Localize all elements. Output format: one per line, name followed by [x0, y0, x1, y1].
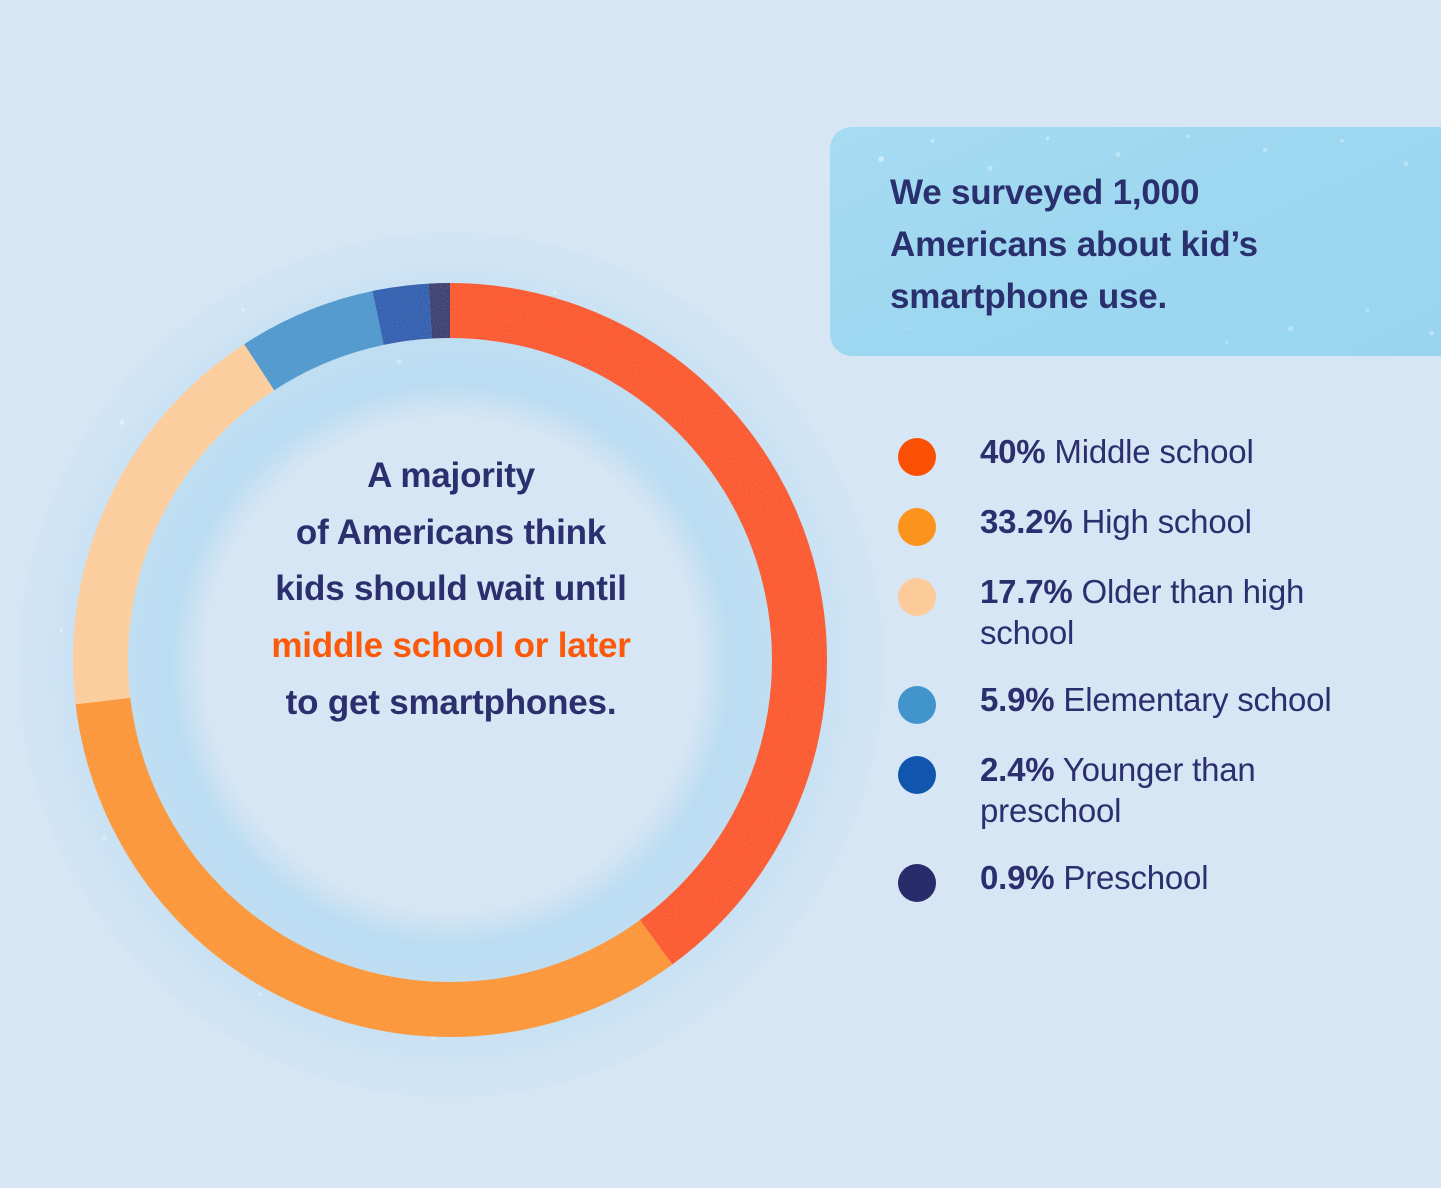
legend-swatch-icon	[898, 438, 936, 476]
legend-percent: 2.4%	[980, 750, 1055, 788]
banner-line-3: smartphone use.	[890, 276, 1168, 316]
legend-item: 5.9% Elementary school	[898, 680, 1418, 724]
center-highlight: middle school or later	[271, 626, 631, 666]
legend-label: 33.2% High school	[980, 502, 1252, 543]
legend-category: Middle school	[1045, 433, 1254, 470]
legend-item: 33.2% High school	[898, 502, 1418, 546]
legend-percent: 40%	[980, 433, 1046, 470]
donut-segment	[73, 344, 275, 705]
legend-swatch-icon	[898, 755, 936, 794]
legend-category: Older than high school	[980, 573, 1305, 651]
chart-legend: 40% Middle school 33.2% High school 17.7% …	[898, 432, 1418, 928]
legend-category: Elementary school	[1054, 680, 1332, 718]
center-line-3: kids should wait until	[275, 569, 627, 609]
donut-center-text: A majority of Americans think kids shoul…	[206, 448, 696, 731]
donut-segment	[75, 697, 673, 1037]
legend-swatch-icon	[898, 863, 936, 902]
donut-segment	[450, 283, 827, 965]
legend-item: 17.7% Older than high school	[898, 572, 1418, 654]
banner-text: We surveyed 1,000 Americans about kid’s …	[890, 167, 1430, 322]
legend-percent: 17.7%	[980, 573, 1073, 610]
legend-item: 40% Middle school	[898, 432, 1418, 476]
legend-swatch-icon	[898, 685, 936, 724]
legend-swatch-icon	[898, 508, 936, 546]
legend-percent: 5.9%	[980, 680, 1055, 718]
donut-chart: A majority of Americans think kids shoul…	[73, 283, 827, 1037]
donut-segment	[372, 283, 432, 345]
legend-swatch-icon	[898, 578, 936, 616]
legend-label: 40% Middle school	[980, 432, 1254, 473]
center-line-1: A majority	[367, 456, 535, 495]
legend-percent: 0.9%	[980, 858, 1055, 896]
legend-item: 2.4% Younger than preschool	[898, 750, 1418, 832]
legend-percent: 33.2%	[980, 503, 1073, 540]
legend-label: 17.7% Older than high school	[980, 572, 1380, 654]
legend-label: 0.9% Preschool	[980, 858, 1209, 899]
center-line-2: of Americans think	[295, 512, 607, 552]
banner-line-2: Americans about kid’s	[890, 224, 1258, 264]
legend-category: Preschool	[1054, 858, 1209, 896]
banner-line-1: We surveyed 1,000	[890, 173, 1200, 212]
donut-segment	[244, 291, 384, 391]
legend-category: High school	[1072, 503, 1252, 540]
legend-category: Younger than preschool	[980, 750, 1256, 829]
center-line-5: to get smartphones.	[285, 682, 617, 722]
donut-segment	[428, 283, 450, 339]
legend-label: 5.9% Elementary school	[980, 680, 1332, 721]
legend-label: 2.4% Younger than preschool	[980, 750, 1380, 832]
survey-banner: We surveyed 1,000 Americans about kid’s …	[830, 127, 1441, 356]
legend-item: 0.9% Preschool	[898, 858, 1418, 902]
